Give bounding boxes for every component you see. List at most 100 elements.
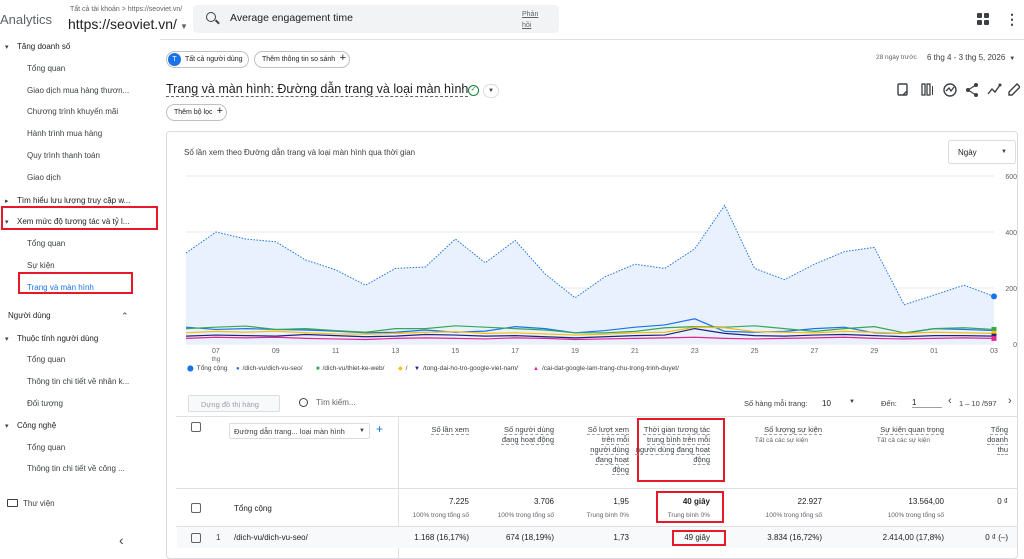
total-row-checkbox[interactable] bbox=[191, 503, 201, 513]
column-header-5[interactable]: Sự kiện quan trọng bbox=[880, 425, 944, 434]
sidebar-item-19[interactable]: Thông tin chi tiết về công ... bbox=[27, 464, 125, 473]
property-name: https://seoviet.vn/ bbox=[68, 16, 177, 32]
column-header-2[interactable]: Số lượt xem trên mỗi người dùng đang hoạ… bbox=[587, 425, 629, 474]
x-tick-label: 23 bbox=[691, 348, 699, 355]
sidebar-item-1[interactable]: Tổng quan bbox=[27, 64, 66, 73]
column-subheader-4[interactable]: Tất cả các sự kiện bbox=[754, 437, 808, 444]
caret-down-icon[interactable]: ▾ bbox=[5, 423, 9, 430]
legend-item-5[interactable]: ▲/cai-dat-google-lam-trang-chu-trong-tri… bbox=[533, 365, 679, 372]
account-breadcrumb[interactable]: Tất cả tài khoản > https://seoviet.vn/ bbox=[70, 6, 183, 13]
sidebar-item-18[interactable]: Tổng quan bbox=[27, 443, 66, 452]
plot-rows-label: Dựng đồ thị hàng bbox=[201, 400, 259, 409]
plot-rows-button[interactable]: Dựng đồ thị hàng bbox=[188, 395, 280, 412]
sidebar-item-14[interactable]: Tổng quan bbox=[27, 355, 66, 364]
legend-item-1[interactable]: ●/dich-vu/dich-vu-seo/ bbox=[236, 365, 303, 372]
series-end-marker bbox=[991, 330, 997, 336]
row-dimension[interactable]: /dich-vu/dich-vu-seo/ bbox=[234, 533, 308, 542]
chevron-down-icon: ▼ bbox=[1009, 56, 1016, 62]
caret-down-icon[interactable]: ▾ bbox=[5, 44, 9, 51]
chevron-down-icon[interactable]: ▼ bbox=[483, 84, 499, 98]
row-value-3: 49 giây bbox=[684, 533, 710, 542]
total-value-3: 40 giây bbox=[682, 497, 710, 506]
granularity-select[interactable]: Ngày ▼ bbox=[948, 140, 1016, 164]
series-line-total bbox=[185, 204, 995, 306]
feedback-link[interactable]: Phản hồi bbox=[522, 11, 539, 29]
sidebar-item-17[interactable]: Công nghệ bbox=[17, 421, 57, 430]
apps-grid-icon[interactable] bbox=[977, 13, 989, 25]
column-header-0[interactable]: Số lần xem bbox=[431, 425, 469, 434]
next-page-icon[interactable]: › bbox=[1008, 395, 1012, 407]
more-vert-icon[interactable]: ⋮ bbox=[1005, 11, 1019, 27]
library-link[interactable]: Thư viện bbox=[23, 499, 55, 508]
edit-comparison-icon[interactable] bbox=[897, 83, 908, 96]
rows-per-page-label: Số hàng mỗi trang: bbox=[744, 399, 808, 408]
legend-marker-icon: ● bbox=[236, 366, 240, 372]
add-comparison-label: Thêm thông tin so sánh bbox=[262, 56, 336, 63]
sidebar-item-13[interactable]: Thuộc tính người dùng bbox=[17, 334, 99, 343]
edit-pencil-icon[interactable] bbox=[1008, 83, 1020, 96]
sidebar-item-16[interactable]: Đối tượng bbox=[27, 399, 63, 408]
column-header-6[interactable]: Tổng doanh thu bbox=[987, 425, 1008, 454]
share-icon[interactable] bbox=[966, 83, 978, 97]
prev-page-icon[interactable]: ‹ bbox=[948, 395, 952, 407]
legend-item-2[interactable]: ■/dich-vu/thiet-ke-web/ bbox=[316, 365, 384, 372]
sidebar-item-15[interactable]: Thông tin chi tiết về nhân k... bbox=[27, 377, 130, 386]
legend-item-3[interactable]: ◆ / bbox=[398, 365, 407, 372]
search-input[interactable]: Average engagement time bbox=[230, 12, 353, 24]
column-header-3[interactable]: Thời gian tương tác trung bình trên mỗi … bbox=[635, 425, 710, 464]
sidebar-item-9[interactable]: Tổng quan bbox=[27, 239, 66, 248]
caret-right-icon[interactable]: ▸ bbox=[5, 198, 9, 205]
compare-icon[interactable] bbox=[921, 83, 933, 96]
legend-item-4[interactable]: ▼/tong-dai-ho-tro-google-viet-nam/ bbox=[414, 365, 518, 372]
sidebar-item-5[interactable]: Quy trình thanh toán bbox=[27, 151, 100, 160]
add-comparison-button[interactable]: Thêm thông tin so sánh + bbox=[254, 51, 350, 68]
table-search-input[interactable]: Tìm kiếm... bbox=[316, 398, 356, 407]
sidebar bbox=[0, 35, 160, 559]
granularity-label: Ngày bbox=[958, 148, 977, 157]
total-sub-5: 100% trong tổng số bbox=[887, 512, 944, 519]
table-row[interactable] bbox=[177, 527, 1017, 548]
sidebar-item-11[interactable]: Trang và màn hình bbox=[27, 283, 94, 292]
sidebar-item-6[interactable]: Giao dịch bbox=[27, 173, 61, 182]
row-value-6: 0 ₫ (–) bbox=[985, 533, 1008, 542]
sidebar-item-7[interactable]: Tìm hiểu lưu lượng truy cập w... bbox=[17, 196, 131, 205]
sidebar-item-8[interactable]: Xem mức độ tương tác và tỷ l... bbox=[17, 217, 130, 226]
column-header-4[interactable]: Số lượng sự kiện bbox=[764, 425, 822, 434]
caret-down-icon[interactable]: ▾ bbox=[5, 336, 9, 343]
rows-per-page-select[interactable]: 10 ▼ bbox=[822, 398, 862, 410]
add-dimension-icon[interactable]: + bbox=[376, 422, 384, 436]
app-brand[interactable]: Analytics bbox=[0, 12, 53, 27]
goto-input[interactable]: 1 bbox=[912, 398, 942, 408]
collapse-sidebar-icon[interactable]: ‹ bbox=[119, 532, 124, 548]
series-line-3 bbox=[185, 326, 995, 336]
select-all-checkbox[interactable] bbox=[191, 422, 201, 432]
search-icon bbox=[299, 398, 308, 407]
date-range-selector[interactable]: 6 thg 4 - 3 thg 5, 2026 ▼ bbox=[927, 53, 1015, 62]
series-line-2 bbox=[185, 325, 995, 334]
column-subheader-5[interactable]: Tất cả các sự kiện bbox=[876, 437, 930, 444]
insights-icon[interactable] bbox=[943, 83, 957, 97]
column-header-1[interactable]: Số người dùng đang hoạt động bbox=[501, 425, 554, 444]
sidebar-item-2[interactable]: Giao dịch mua hàng thươn... bbox=[27, 86, 130, 95]
row-value-1: 674 (18,19%) bbox=[505, 533, 554, 542]
property-selector[interactable]: https://seoviet.vn/▼ bbox=[68, 16, 188, 32]
chevron-down-icon: ▼ bbox=[849, 399, 855, 405]
sidebar-item-3[interactable]: Chương trình khuyến mãi bbox=[27, 107, 119, 116]
legend-item-0[interactable]: ⬤ Tổng cộng bbox=[187, 365, 227, 372]
sidebar-item-10[interactable]: Sự kiện bbox=[27, 261, 55, 270]
sidebar-item-4[interactable]: Hành trình mua hàng bbox=[27, 129, 103, 138]
sidebar-item-0[interactable]: Tăng doanh số bbox=[17, 42, 71, 51]
check-circle-icon[interactable]: ✓ bbox=[468, 85, 479, 96]
dimension-select[interactable]: Đường dẫn trang... loại màn hình ▼ bbox=[229, 423, 370, 439]
search-bar[interactable] bbox=[193, 5, 559, 33]
x-tick-label: 19 bbox=[571, 348, 579, 355]
caret-down-icon[interactable]: ▾ bbox=[5, 219, 9, 226]
series-line-4 bbox=[185, 327, 995, 339]
chevron-up-icon[interactable]: ⌃ bbox=[121, 311, 129, 321]
total-value-2: 1,95 bbox=[613, 497, 629, 506]
all-users-chip[interactable]: Tất cả người dùng bbox=[166, 51, 249, 68]
sidebar-item-12[interactable]: Người dùng bbox=[8, 311, 51, 320]
trend-icon[interactable] bbox=[987, 83, 1002, 95]
row-checkbox[interactable] bbox=[191, 533, 201, 543]
add-filter-button[interactable]: Thêm bộ lọc + bbox=[166, 104, 227, 121]
